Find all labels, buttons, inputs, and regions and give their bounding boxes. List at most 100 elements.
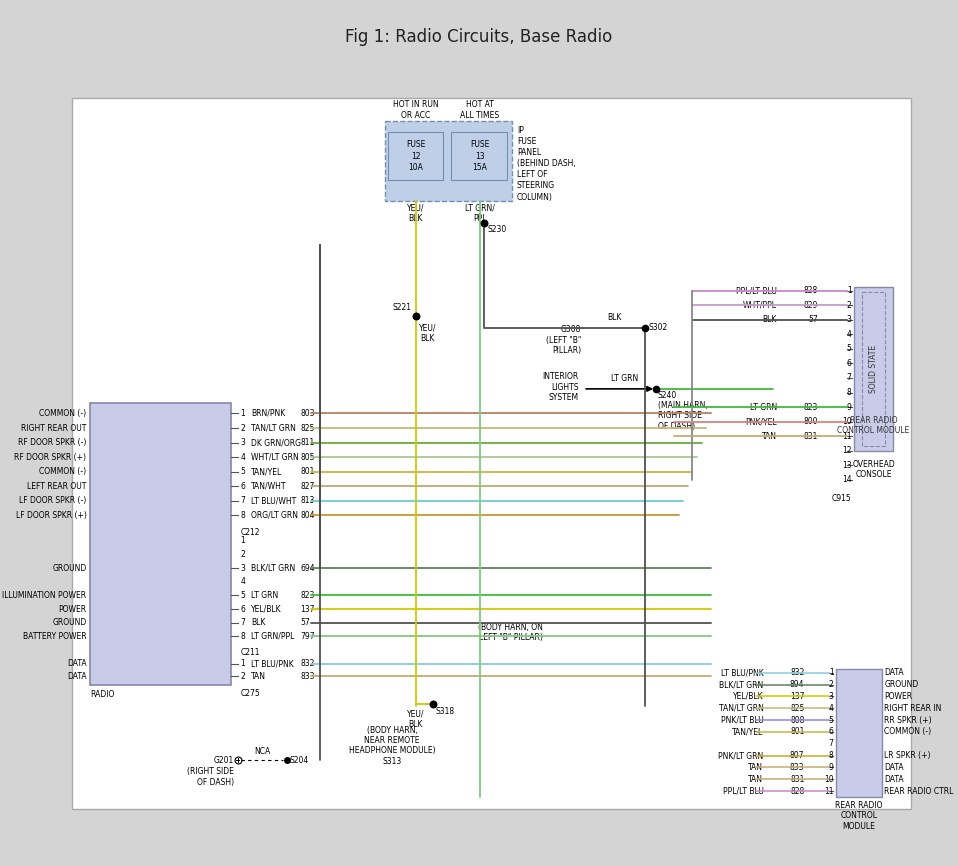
Text: 7: 7 [240, 618, 245, 627]
Text: TAN: TAN [748, 763, 764, 772]
Text: DATA: DATA [67, 659, 86, 669]
Text: REAR RADIO
CONTROL
MODULE: REAR RADIO CONTROL MODULE [835, 801, 882, 830]
Text: DATA: DATA [67, 672, 86, 681]
Text: TAN: TAN [251, 672, 266, 681]
Text: 894: 894 [790, 680, 805, 689]
Text: DATA: DATA [884, 763, 904, 772]
Text: PPL/LT BLU: PPL/LT BLU [722, 786, 764, 796]
Bar [451, 132, 507, 179]
Text: TAN/LT GRN: TAN/LT GRN [718, 704, 764, 713]
Text: 137: 137 [790, 692, 805, 701]
Text: 4: 4 [829, 704, 833, 713]
Text: 803: 803 [300, 409, 315, 418]
Text: LR SPKR (+): LR SPKR (+) [884, 751, 931, 760]
Text: G308
(LEFT "B"
PILLAR): G308 (LEFT "B" PILLAR) [546, 326, 582, 355]
Text: 9: 9 [847, 403, 852, 411]
Text: POWER: POWER [884, 692, 913, 701]
Text: 3: 3 [240, 564, 245, 572]
Text: RADIO: RADIO [90, 690, 115, 699]
Text: LT GRN: LT GRN [251, 591, 279, 600]
Text: YEU/
BLK: YEU/ BLK [406, 709, 424, 728]
Text: FUSE: FUSE [469, 139, 490, 149]
Text: (BODY HARN, ON
LEFT "B" PILLAR): (BODY HARN, ON LEFT "B" PILLAR) [478, 623, 543, 643]
Text: 2: 2 [240, 672, 245, 681]
Text: LT BLU/WHT: LT BLU/WHT [251, 496, 296, 505]
Text: 3: 3 [847, 315, 852, 324]
Text: 4: 4 [240, 578, 245, 586]
Text: ILLUMINATION POWER: ILLUMINATION POWER [2, 591, 86, 600]
Text: 6: 6 [847, 359, 852, 368]
Text: C275: C275 [240, 689, 260, 698]
Text: 13: 13 [475, 152, 485, 161]
Text: 15A: 15A [472, 163, 487, 172]
Text: 833: 833 [790, 763, 805, 772]
Bar [861, 292, 885, 446]
Text: 807: 807 [790, 751, 805, 760]
Text: POWER: POWER [58, 604, 86, 614]
Text: 1: 1 [240, 409, 245, 418]
Text: RF DOOR SPKR (-): RF DOOR SPKR (-) [18, 438, 86, 447]
Text: 12: 12 [411, 152, 421, 161]
Text: 694: 694 [300, 564, 315, 572]
Text: 825: 825 [300, 423, 314, 432]
Text: 5: 5 [829, 715, 833, 725]
Text: IP
FUSE
PANEL
(BEHIND DASH,
LEFT OF
STEERING
COLUMN): IP FUSE PANEL (BEHIND DASH, LEFT OF STEE… [517, 126, 576, 202]
Text: BLK: BLK [607, 313, 622, 322]
Text: 8: 8 [829, 751, 833, 760]
Bar [855, 287, 893, 450]
Text: S302: S302 [649, 323, 668, 333]
Text: 813: 813 [300, 496, 314, 505]
Text: Fig 1: Radio Circuits, Base Radio: Fig 1: Radio Circuits, Base Radio [346, 28, 612, 46]
Text: HOT AT
ALL TIMES: HOT AT ALL TIMES [460, 100, 499, 120]
Text: BLK: BLK [251, 618, 265, 627]
Text: INTERIOR
LIGHTS
SYSTEM: INTERIOR LIGHTS SYSTEM [542, 372, 579, 402]
Text: 6: 6 [240, 481, 245, 491]
Text: 11: 11 [842, 431, 852, 441]
Text: 804: 804 [300, 511, 315, 520]
Text: S318: S318 [436, 708, 455, 716]
Text: DATA: DATA [884, 775, 904, 784]
Text: WHT/LT GRN: WHT/LT GRN [251, 453, 299, 462]
Text: PNK/LT BLU: PNK/LT BLU [720, 715, 764, 725]
Text: (BODY HARN,
NEAR REMOTE
HEADPHONE MODULE)
S313: (BODY HARN, NEAR REMOTE HEADPHONE MODULE… [349, 726, 436, 766]
Text: 1: 1 [240, 536, 245, 546]
Text: PNK/LT GRN: PNK/LT GRN [718, 751, 764, 760]
Text: 797: 797 [300, 632, 315, 641]
Text: 1: 1 [240, 659, 245, 669]
Text: 3: 3 [240, 438, 245, 447]
Bar [385, 121, 513, 202]
Text: 828: 828 [790, 786, 805, 796]
Text: 801: 801 [300, 467, 314, 476]
Text: FUSE: FUSE [406, 139, 425, 149]
Text: 823: 823 [300, 591, 314, 600]
Text: 10: 10 [824, 775, 833, 784]
Text: 6: 6 [240, 604, 245, 614]
Text: 6: 6 [829, 727, 833, 736]
Text: 3: 3 [829, 692, 833, 701]
Text: 8: 8 [240, 632, 245, 641]
Text: LT GRN: LT GRN [750, 403, 777, 411]
Text: 825: 825 [790, 704, 805, 713]
Text: YEL/BLK: YEL/BLK [251, 604, 282, 614]
Text: 57: 57 [300, 618, 310, 627]
Text: 8: 8 [847, 388, 852, 397]
Text: 808: 808 [790, 715, 805, 725]
Text: 13: 13 [842, 461, 852, 470]
Text: 4: 4 [240, 453, 245, 462]
Text: 9: 9 [829, 763, 833, 772]
Text: 823: 823 [804, 403, 818, 411]
Text: 5: 5 [240, 591, 245, 600]
Text: WHT/PPL: WHT/PPL [743, 301, 777, 310]
Text: 1: 1 [847, 286, 852, 295]
Text: REAR RADIO
CONTROL MODULE: REAR RADIO CONTROL MODULE [837, 416, 910, 435]
Text: 7: 7 [829, 740, 833, 748]
Text: ORG/LT GRN: ORG/LT GRN [251, 511, 298, 520]
Text: RR SPKR (+): RR SPKR (+) [884, 715, 932, 725]
Text: 1: 1 [829, 669, 833, 677]
Text: COMMON (-): COMMON (-) [39, 467, 86, 476]
Text: 833: 833 [300, 672, 315, 681]
Text: 2: 2 [847, 301, 852, 310]
Text: GROUND: GROUND [53, 564, 86, 572]
Text: S204: S204 [289, 756, 308, 765]
Text: 811: 811 [300, 438, 314, 447]
